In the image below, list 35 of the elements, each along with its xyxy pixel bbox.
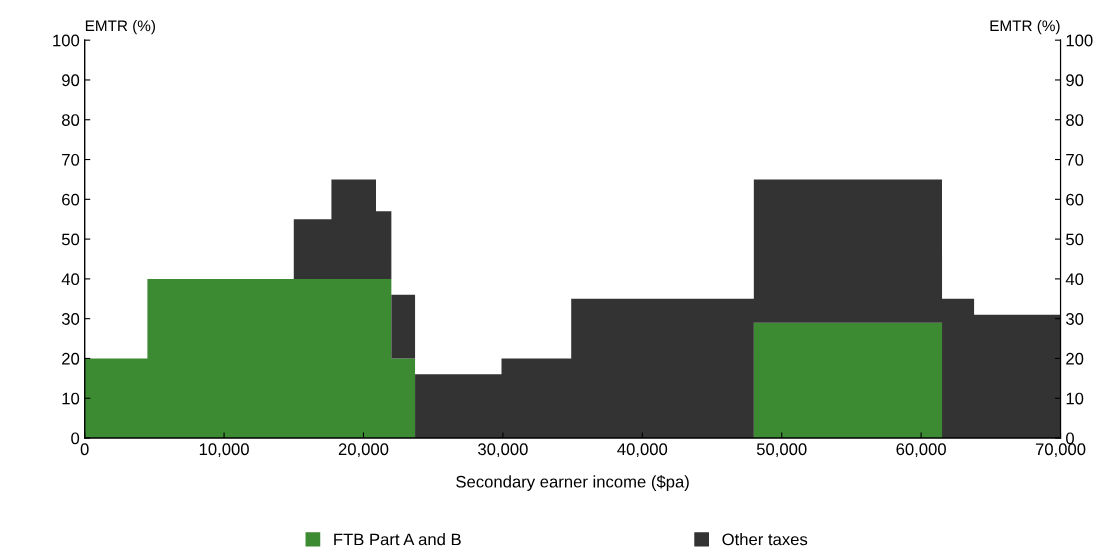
y2-tick-label: 90	[1066, 74, 1084, 87]
y-tick-label: 50	[61, 233, 80, 246]
x-tick-label: 60,000	[896, 443, 946, 458]
y-tick-label: 0	[71, 432, 80, 445]
x-tick-label: 0	[80, 443, 89, 456]
y2-tick-label: 70	[1066, 153, 1084, 166]
x-axis-title: Secondary earner income ($pa)	[456, 475, 689, 491]
y2-tick-label: 10	[1066, 392, 1084, 405]
legend-label: Other taxes	[722, 533, 808, 546]
x-tick-label: 10,000	[199, 443, 249, 458]
y2-tick-label: 50	[1066, 233, 1084, 246]
legend-label: FTB Part A and B	[334, 533, 461, 546]
y-tick-label: 100	[53, 34, 80, 47]
y-tick-label: 10	[62, 392, 80, 405]
x-tick-label: 70,000	[1035, 443, 1086, 458]
y2-tick-label: 20	[1066, 352, 1084, 365]
y-tick-label: 20	[62, 352, 80, 365]
x-tick-label: 30,000	[478, 443, 528, 458]
y2-tick-label: 40	[1065, 273, 1084, 286]
y-tick-label: 80	[61, 114, 80, 126]
x-tick-label: 20,000	[338, 443, 389, 458]
y-tick-label: 60	[62, 193, 80, 206]
x-tick-label: 40,000	[617, 443, 668, 458]
y2-tick-label: 80	[1066, 114, 1084, 126]
y-tick-label: 90	[62, 74, 80, 87]
y2-tick-label: 60	[1066, 193, 1084, 206]
y2-tick-label: 0	[1066, 432, 1075, 445]
y-tick-label: 70	[62, 153, 80, 166]
y-axis-title: EMTR (%)	[85, 19, 155, 35]
y-tick-label: 40	[61, 273, 80, 286]
y2-tick-label: 100	[1066, 34, 1093, 47]
y2-axis-title: EMTR (%)	[990, 19, 1060, 35]
y-tick-label: 30	[61, 313, 80, 325]
x-tick-label: 50,000	[756, 443, 807, 458]
y2-tick-label: 30	[1066, 313, 1084, 325]
